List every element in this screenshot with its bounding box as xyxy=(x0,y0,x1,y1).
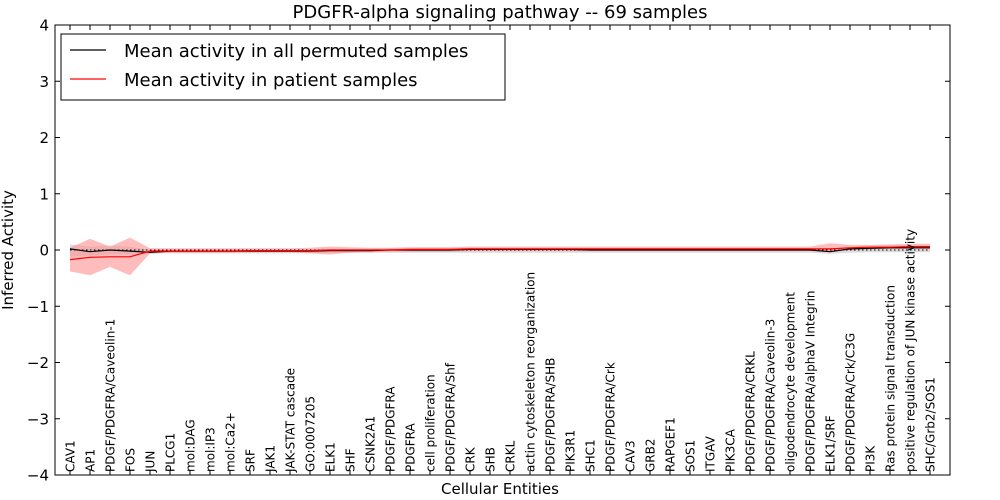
x-tick-label: mol:IP3 xyxy=(204,427,218,472)
y-tick-label: 4 xyxy=(39,17,49,35)
x-tick-label: ELK1 xyxy=(324,442,338,472)
x-tick-label: GRB2 xyxy=(644,438,658,472)
x-tick-label: Ras protein signal transduction xyxy=(884,285,898,472)
x-tick-label: positive regulation of JUN kinase activi… xyxy=(904,229,918,472)
x-tick-label: AP1 xyxy=(84,449,98,472)
x-tick-label: SRF xyxy=(244,449,258,472)
x-tick-label: PIK3R1 xyxy=(564,430,578,472)
series-lines xyxy=(69,246,930,261)
x-tick-label: PI3K xyxy=(864,445,878,472)
x-tick-label: JAK1 xyxy=(264,445,278,473)
confidence-bands xyxy=(70,237,930,276)
legend: Mean activity in all permuted samples Me… xyxy=(60,33,506,101)
x-tick-label: PLCG1 xyxy=(164,433,178,472)
x-axis-label: Cellular Entities xyxy=(441,480,559,498)
x-tick-label: PDGF/PDGFRA/CRKL xyxy=(744,351,758,472)
line-patient xyxy=(69,246,930,261)
x-tick-label: RAPGEF1 xyxy=(664,417,678,472)
y-axis-label: Inferred Activity xyxy=(0,190,17,310)
legend-box xyxy=(60,33,506,101)
y-tick-label: 3 xyxy=(39,73,49,91)
x-tick-label: PIK3CA xyxy=(724,428,738,472)
legend-label-patient: Mean activity in patient samples xyxy=(124,70,418,91)
chart-title: PDGFR-alpha signaling pathway -- 69 samp… xyxy=(293,2,708,23)
x-tick-label: JUN xyxy=(144,451,158,473)
x-tick-label: PDGF/PDGFRA/Shf xyxy=(444,362,458,472)
x-tick-label: CSNK2A1 xyxy=(364,416,378,472)
y-tick-label: −4 xyxy=(27,467,49,485)
x-tick-label: ELK1/SRF xyxy=(824,415,838,472)
x-tick-label: GO:0007205 xyxy=(304,396,318,472)
y-tick-label: −1 xyxy=(27,298,49,316)
y-tick-label: −3 xyxy=(27,410,49,428)
x-tick-label: CRK xyxy=(464,446,478,472)
x-tick-label: SOS1 xyxy=(684,440,698,472)
y-tick-label: 2 xyxy=(39,129,49,147)
band-patient xyxy=(70,237,930,276)
x-axis: CAV1 AP1 PDGF/PDGFRA/Caveolin-1 FOS JUN PLCG1… xyxy=(64,25,938,475)
x-tick-label: CRKL xyxy=(504,440,518,472)
x-tick-label: ITGAV xyxy=(704,435,718,472)
x-tick-label: PDGF/PDGFRA/alphaV Integrin xyxy=(804,290,818,472)
x-tick-label: mol:Ca2+ xyxy=(224,412,238,472)
legend-label-permuted: Mean activity in all permuted samples xyxy=(124,41,468,62)
x-tick-label: SHB xyxy=(484,447,498,472)
y-tick-label: −2 xyxy=(27,354,49,372)
x-tick-label: CAV1 xyxy=(64,440,78,472)
x-tick-label: PDGF/PDGFRA xyxy=(384,386,398,472)
x-tick-label: PDGF/PDGFRA/SHB xyxy=(544,358,558,472)
x-tick-label: PDGF/PDGFRA/Crk/C3G xyxy=(844,333,858,472)
x-tick-label: cell proliferation xyxy=(424,374,438,472)
x-tick-label: CAV3 xyxy=(624,440,638,472)
x-tick-label: SHC1 xyxy=(584,439,598,472)
x-tick-label: actin cytoskeleton reorganization xyxy=(524,272,538,472)
y-axis: −4 −3 −2 −1 0 1 2 3 4 xyxy=(27,17,950,485)
x-tick-label: SHC/Grb2/SOS1 xyxy=(924,377,938,472)
x-tick-label: SHF xyxy=(344,448,358,472)
y-tick-label: 0 xyxy=(39,242,49,260)
x-tick-label: PDGFRA xyxy=(404,422,418,472)
x-tick-label: PDGF/PDGFRA/Caveolin-1 xyxy=(104,319,118,472)
x-tick-label: PDGF/PDGFRA/Crk xyxy=(604,362,618,472)
x-tick-label: oligodendrocyte development xyxy=(784,292,798,472)
x-tick-label: mol:DAG xyxy=(184,419,198,472)
x-tick-label: JAK-STAT cascade xyxy=(284,368,298,473)
y-tick-label: 1 xyxy=(39,185,49,203)
x-tick-label: FOS xyxy=(124,448,138,472)
x-tick-label: PDGF/PDGFRA/Caveolin-3 xyxy=(764,319,778,472)
